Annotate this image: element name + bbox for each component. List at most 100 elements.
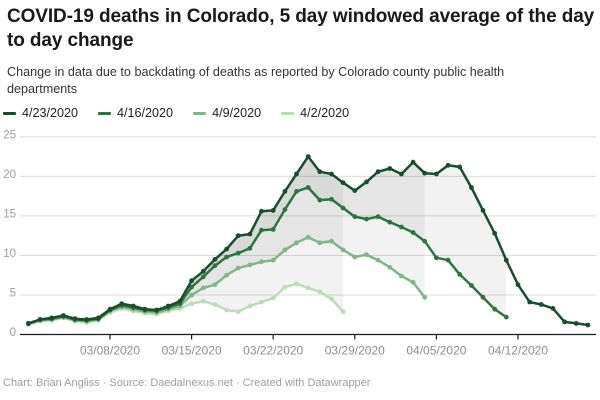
x-tick-label: 03/22/2020 xyxy=(243,344,303,358)
data-point xyxy=(340,205,346,211)
data-point xyxy=(177,298,183,304)
legend-item: 4/2/2020 xyxy=(281,106,349,120)
data-point xyxy=(329,196,334,202)
data-point xyxy=(375,257,381,263)
data-point xyxy=(282,284,288,290)
data-point xyxy=(492,230,498,236)
data-point xyxy=(235,250,241,256)
legend-label: 4/16/2020 xyxy=(117,106,174,120)
x-tick-label: 03/15/2020 xyxy=(162,344,222,358)
data-point xyxy=(387,219,393,225)
data-point xyxy=(189,278,195,284)
data-point xyxy=(235,309,241,314)
data-point xyxy=(200,298,206,304)
data-point xyxy=(399,273,404,279)
data-point xyxy=(480,208,486,213)
data-point xyxy=(305,185,311,190)
legend-label: 4/23/2020 xyxy=(22,106,79,120)
legend-item: 4/16/2020 xyxy=(98,106,173,120)
legend-item: 4/9/2020 xyxy=(193,106,261,120)
data-point xyxy=(95,315,101,321)
data-point xyxy=(480,294,486,300)
y-tick-label: 20 xyxy=(3,169,16,181)
x-tick-label: 04/05/2020 xyxy=(406,344,466,358)
data-point xyxy=(37,317,43,322)
data-point xyxy=(317,289,323,295)
data-point xyxy=(457,272,463,277)
data-point xyxy=(282,189,288,194)
data-point xyxy=(165,303,171,309)
data-point xyxy=(422,238,428,244)
data-point xyxy=(189,292,195,298)
legend-swatch xyxy=(193,111,207,115)
data-point xyxy=(49,315,55,321)
data-point xyxy=(469,185,474,190)
data-point xyxy=(282,247,288,253)
data-point xyxy=(538,302,544,307)
data-point xyxy=(562,319,567,325)
data-point xyxy=(329,296,334,302)
chart-title: COVID-19 deaths in Colorado, 5 day windo… xyxy=(7,6,595,52)
data-point xyxy=(130,303,136,309)
data-point xyxy=(399,171,404,177)
data-point xyxy=(422,170,428,176)
data-point xyxy=(527,299,533,305)
data-point xyxy=(329,238,334,244)
data-point xyxy=(492,306,498,312)
data-point xyxy=(235,233,241,239)
data-point xyxy=(434,255,439,261)
legend-item: 4/23/2020 xyxy=(3,106,78,120)
data-point xyxy=(352,188,358,194)
data-point xyxy=(294,281,299,287)
y-tick-label: 15 xyxy=(3,208,16,220)
data-point xyxy=(259,227,264,233)
data-point xyxy=(212,257,218,262)
data-point xyxy=(503,257,509,263)
data-point xyxy=(585,322,591,328)
data-point xyxy=(317,197,323,203)
data-point xyxy=(224,307,230,313)
data-point xyxy=(200,274,206,280)
data-point xyxy=(84,317,90,322)
data-point xyxy=(329,171,334,177)
data-point xyxy=(434,171,439,177)
data-point xyxy=(305,285,311,291)
data-point xyxy=(224,254,230,260)
data-point xyxy=(305,234,311,240)
data-point xyxy=(340,309,346,314)
data-point xyxy=(189,301,195,307)
data-point xyxy=(364,216,369,222)
data-point xyxy=(375,169,381,175)
data-point xyxy=(259,259,264,265)
data-point xyxy=(235,265,241,271)
y-tick-label: 0 xyxy=(10,327,16,339)
difference-band xyxy=(28,156,507,324)
data-point xyxy=(212,282,218,288)
data-point xyxy=(224,272,230,278)
x-tick-label: 03/08/2020 xyxy=(80,344,140,358)
data-point xyxy=(445,257,451,263)
data-point xyxy=(247,303,253,309)
data-point xyxy=(469,283,474,288)
y-tick-label: 10 xyxy=(3,248,16,260)
data-point xyxy=(410,230,416,235)
data-point xyxy=(387,264,393,270)
y-tick-label: 5 xyxy=(10,288,16,300)
data-point xyxy=(340,247,346,253)
chart-credit: Chart: Brian Angliss · Source: Daedalnex… xyxy=(3,377,371,389)
data-point xyxy=(142,306,148,312)
data-point xyxy=(212,302,218,307)
data-point xyxy=(294,189,299,194)
data-point xyxy=(294,240,299,246)
legend-label: 4/9/2020 xyxy=(212,106,262,120)
data-point xyxy=(364,252,369,258)
x-tick-label: 03/29/2020 xyxy=(325,344,385,358)
data-point xyxy=(399,224,404,230)
data-point xyxy=(259,208,264,214)
data-point xyxy=(282,207,288,213)
data-point xyxy=(352,254,358,260)
data-point xyxy=(247,231,253,237)
y-tick-label: 25 xyxy=(3,129,16,141)
data-point xyxy=(340,180,346,186)
